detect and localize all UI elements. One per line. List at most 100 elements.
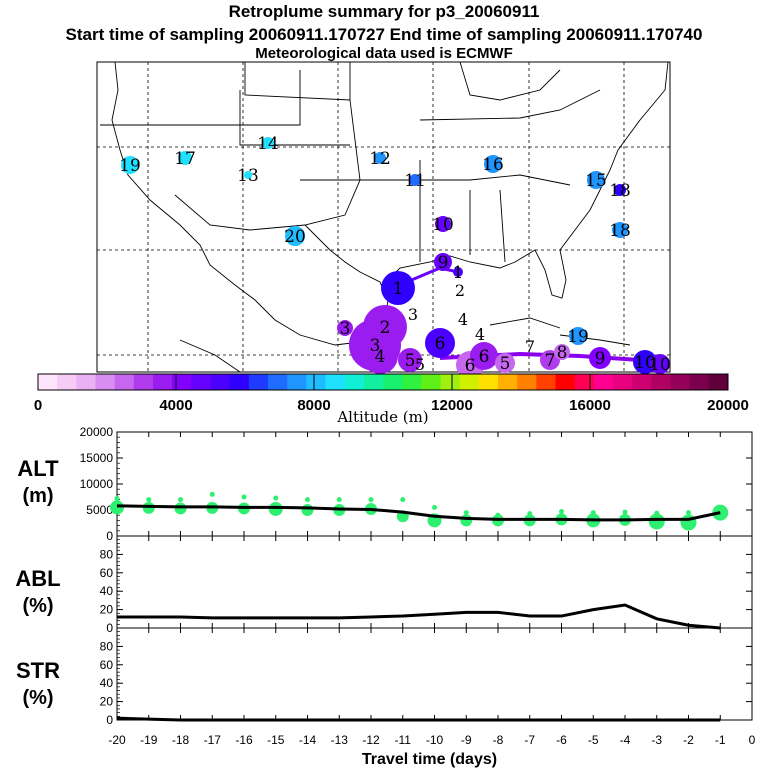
plume-day-label: 14 — [257, 134, 279, 154]
sampling-times: Start time of sampling 20060911.170727 E… — [65, 25, 703, 44]
plume-circle — [434, 253, 452, 271]
colorbar-swatch — [708, 374, 729, 390]
plume-day-label: 10 — [634, 353, 656, 373]
plume-day-label: 18 — [609, 221, 631, 241]
plume-day-label: 6 — [479, 347, 490, 367]
plume-day-label: 19 — [119, 156, 141, 176]
colorbar-swatch — [38, 374, 58, 390]
plume-day-label: 19 — [567, 327, 589, 347]
colorbar-swatch — [498, 374, 518, 390]
colorbar-swatch — [114, 374, 135, 390]
alt-dot — [654, 510, 660, 516]
plume-circle — [374, 152, 386, 164]
y-tick-label: 60 — [100, 658, 114, 672]
colorbar-swatch — [555, 374, 576, 390]
alt-dot — [368, 497, 374, 503]
plume-circle — [409, 174, 421, 186]
alt-dot — [209, 491, 215, 497]
y-tick-label: 20 — [100, 603, 114, 617]
y-tick-label: 60 — [100, 566, 114, 580]
plume-circle — [569, 327, 587, 345]
x-tick-label: -16 — [235, 733, 253, 747]
plume-circle — [244, 171, 252, 179]
colorbar-swatch — [363, 374, 384, 390]
plume-circle — [337, 320, 353, 336]
colorbar-axis-label: Altitude (m) — [336, 408, 428, 426]
x-tick-label: -3 — [651, 733, 662, 747]
colorbar-swatch — [651, 374, 671, 390]
x-tick-label: -15 — [267, 733, 285, 747]
colorbar-swatch — [344, 374, 365, 390]
x-tick-label: -17 — [204, 733, 222, 747]
series-line — [116, 504, 721, 522]
x-tick-label: -20 — [108, 733, 126, 747]
colorbar-swatch — [248, 374, 269, 390]
plume-circle — [495, 353, 515, 373]
y-tick-label: 80 — [100, 639, 114, 653]
y-tick-label: 10000 — [80, 477, 114, 491]
colorbar-swatch — [191, 374, 211, 390]
alt-dot — [527, 511, 533, 517]
y-tick-label: 20000 — [80, 425, 114, 439]
alt-dot — [146, 497, 152, 503]
plume-circle — [554, 344, 570, 360]
panel-alt: ALT (m) 20000 15000 10000 5000 0 — [17, 425, 753, 543]
plume-day-label: 11 — [404, 171, 426, 191]
colorbar-swatch — [229, 374, 250, 390]
colorbar-swatch — [670, 374, 691, 390]
colorbar-tick-label: 12000 — [431, 397, 473, 414]
plume-day-label: 10 — [432, 215, 454, 235]
plume-day-label: 17 — [174, 149, 196, 169]
panel-ylabel-bottom: (%) — [22, 687, 53, 709]
plume-circle — [453, 267, 463, 277]
x-tick-label: -13 — [331, 733, 349, 747]
plume-day-label: 5 — [405, 351, 416, 371]
plume-day-label: 4 — [475, 325, 485, 344]
plume-day-label: 12 — [369, 149, 391, 169]
plume-day-label: 3 — [340, 319, 351, 339]
x-tick-label: -11 — [395, 733, 412, 747]
plume-day-label: 16 — [482, 155, 504, 175]
alt-dot — [622, 509, 628, 515]
x-tick-label: -8 — [493, 733, 504, 747]
alt-dot — [686, 510, 691, 516]
alt-dot — [463, 510, 469, 516]
colorbar-swatch — [632, 374, 652, 390]
alt-dot — [495, 512, 501, 518]
plume-day-label: 6 — [435, 334, 446, 354]
colorbar-swatch — [76, 374, 96, 390]
alt-dot — [110, 500, 124, 515]
plume-circle — [285, 226, 305, 246]
x-tick-label: -2 — [683, 733, 694, 747]
panel-ylabel-bottom: (m) — [22, 485, 53, 507]
y-tick-label: 0 — [106, 529, 113, 543]
colorbar-swatch — [402, 374, 422, 390]
plume-day-label: 1 — [453, 263, 464, 283]
panel-frame — [116, 627, 753, 721]
plume-circle — [612, 222, 628, 238]
colorbar-tick-label: 8000 — [297, 397, 330, 414]
alt-dot — [460, 514, 473, 527]
plume-day-label: 7 — [545, 351, 556, 371]
alt-dot — [590, 510, 596, 516]
plume-circle — [470, 342, 498, 370]
plume-day-label: 2 — [455, 281, 465, 300]
colorbar-swatch — [153, 374, 173, 390]
plume-day-label: 5 — [415, 355, 425, 374]
colorbar-swatch — [57, 374, 77, 390]
x-tick-label: -6 — [556, 733, 567, 747]
alt-dot — [305, 497, 310, 503]
alt-dot — [400, 497, 406, 503]
colorbar-swatch — [268, 374, 288, 390]
plume-day-label: 2 — [380, 318, 391, 338]
plume-day-label: 4 — [458, 310, 468, 329]
plume-circle — [262, 137, 274, 149]
plume-day-label: 13 — [237, 166, 259, 186]
plume-day-label: 15 — [585, 171, 607, 191]
alt-dot — [178, 497, 183, 503]
plume-day-label: 3 — [408, 305, 418, 324]
plume-circles — [121, 137, 670, 379]
panel-ylabel-top: ALT — [17, 456, 59, 481]
y-tick-label: 40 — [100, 676, 114, 690]
